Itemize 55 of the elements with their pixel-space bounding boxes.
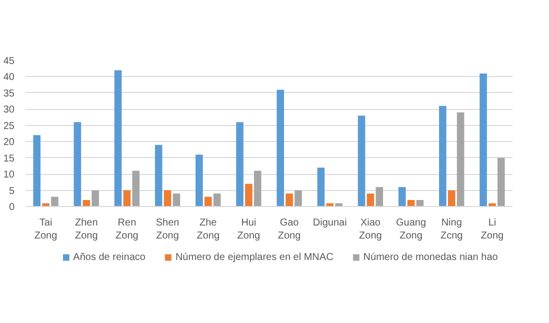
bar — [204, 196, 212, 206]
x-tick-label: Shen Zong — [156, 218, 180, 242]
x-tick-label: Guang Zong — [396, 218, 426, 242]
y-tick-label: 0 — [8, 202, 15, 213]
x-tick-label: Zhe Zong — [196, 218, 220, 242]
x-tick-label: Zhen Zong — [74, 218, 98, 242]
x-tick-label: Hui Zong — [237, 218, 260, 242]
bar — [196, 154, 203, 206]
bar — [132, 170, 140, 206]
bar — [294, 190, 302, 206]
x-tick-label: Ning Zcng — [440, 218, 463, 242]
y-tick-label: 30 — [3, 104, 15, 116]
legend-label: Años de reinaco — [73, 251, 146, 263]
x-tick-label: Ren Zong — [116, 218, 138, 242]
bar — [172, 194, 180, 206]
bar — [254, 170, 262, 206]
y-tick-label: 15 — [3, 153, 15, 164]
legend-label: Número de ejemplares en el MNAC — [175, 251, 334, 263]
bar — [448, 190, 456, 206]
bar — [92, 190, 99, 206]
y-tick-label: 40 — [3, 72, 15, 84]
bar — [286, 194, 293, 206]
bar — [245, 184, 252, 206]
y-tick-label: 45 — [3, 56, 15, 67]
bar — [213, 194, 221, 206]
y-tick-label: 25 — [3, 120, 15, 132]
y-tick-label: 35 — [3, 88, 15, 100]
bar — [236, 122, 244, 206]
x-tick-label: Tai Zong — [34, 218, 58, 242]
bar — [51, 196, 58, 206]
bar — [480, 73, 487, 206]
x-tick-label: Gao Zong — [278, 218, 301, 242]
bar — [456, 112, 464, 206]
bar — [366, 194, 374, 206]
bar — [439, 106, 446, 206]
bar — [276, 90, 284, 206]
bar — [376, 187, 384, 206]
y-tick-label: 20 — [3, 137, 15, 148]
bar — [82, 200, 90, 206]
x-tick-label: Li Zong — [480, 218, 504, 242]
y-tick-label: 5 — [8, 186, 15, 197]
bar — [114, 70, 122, 206]
y-tick-label: 10 — [3, 170, 15, 181]
x-tick-label: Xiao Zong — [359, 218, 382, 242]
x-tick-label: Digunai — [312, 218, 347, 228]
bar — [317, 168, 325, 206]
bar — [123, 190, 131, 206]
legend-label: Número de monedas nian hao — [363, 251, 498, 263]
bar — [74, 122, 82, 206]
bar — [358, 116, 366, 206]
bar — [33, 135, 41, 206]
bar — [164, 190, 172, 206]
bar — [497, 158, 505, 206]
bar — [398, 187, 406, 206]
bar — [154, 144, 162, 206]
